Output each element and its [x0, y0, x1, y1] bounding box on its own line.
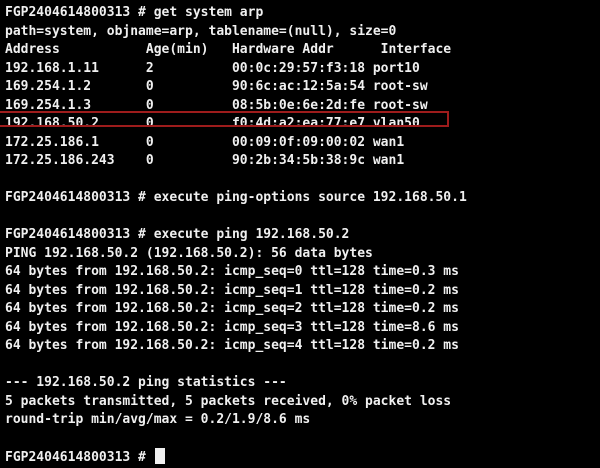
terminal-line-text: 192.168.1.11 2 00:0c:29:57:f3:18 port10 [5, 60, 420, 76]
terminal-line-text: 64 bytes from 192.168.50.2: icmp_seq=1 t… [5, 282, 459, 298]
terminal-line: 169.254.1.2 0 90:6c:ac:12:5a:54 root-sw [5, 78, 600, 97]
terminal-line-text: PING 192.168.50.2 (192.168.50.2): 56 dat… [5, 245, 373, 261]
terminal-line: FGP2404614800313 # get system arp [5, 4, 600, 23]
terminal-line-arp-highlighted: 192.168.50.2 0 f0:4d:a2:ea:77:e7 vlan50 [0, 111, 600, 134]
terminal-line: 64 bytes from 192.168.50.2: icmp_seq=4 t… [5, 337, 600, 356]
terminal-line-text: 5 packets transmitted, 5 packets receive… [5, 393, 452, 409]
terminal-line: FGP2404614800313 # execute ping-options … [5, 189, 600, 208]
terminal-line-text: FGP2404614800313 # get system arp [5, 5, 264, 20]
terminal-line: round-trip min/avg/max = 0.2/1.9/8.6 ms [5, 411, 600, 430]
terminal-line-text: 64 bytes from 192.168.50.2: icmp_seq=0 t… [5, 264, 459, 279]
terminal-line-text: path=system, objname=arp, tablename=(nul… [5, 23, 397, 39]
terminal-line [5, 171, 600, 190]
terminal-line: FGP2404614800313 # [5, 448, 600, 467]
terminal-line: 64 bytes from 192.168.50.2: icmp_seq=1 t… [5, 282, 600, 301]
terminal-line [5, 356, 600, 375]
terminal-line-text: 64 bytes from 192.168.50.2: icmp_seq=3 t… [5, 319, 459, 335]
terminal-line-text: 192.168.50.2 0 f0:4d:a2:ea:77:e7 vlan50 [5, 116, 420, 131]
terminal-line: PING 192.168.50.2 (192.168.50.2): 56 dat… [5, 245, 600, 264]
terminal-line-text: 169.254.1.2 0 90:6c:ac:12:5a:54 root-sw [5, 79, 428, 94]
terminal-line: FGP2404614800313 # execute ping 192.168.… [5, 226, 600, 245]
terminal-line-text: --- 192.168.50.2 ping statistics --- [5, 375, 287, 390]
terminal-line-text: Address Age(min) Hardware Addr Interface [5, 42, 452, 57]
terminal-line-text: 64 bytes from 192.168.50.2: icmp_seq=4 t… [5, 338, 459, 353]
terminal-line: path=system, objname=arp, tablename=(nul… [5, 23, 600, 42]
terminal-line-text: 169.254.1.3 0 08:5b:0e:6e:2d:fe root-sw [5, 97, 428, 113]
terminal-line: 64 bytes from 192.168.50.2: icmp_seq=0 t… [5, 263, 600, 282]
terminal-line: 192.168.1.11 2 00:0c:29:57:f3:18 port10 [5, 60, 600, 79]
terminal-line-text: 64 bytes from 192.168.50.2: icmp_seq=2 t… [5, 301, 459, 316]
terminal-line-text: round-trip min/avg/max = 0.2/1.9/8.6 ms [5, 412, 311, 427]
terminal-line-text: FGP2404614800313 # execute ping 192.168.… [5, 227, 350, 242]
terminal-line: Address Age(min) Hardware Addr Interface [5, 41, 600, 60]
terminal-line-text: FGP2404614800313 # execute ping-options … [5, 190, 467, 205]
terminal-line: 172.25.186.1 0 00:09:0f:09:00:02 wan1 [5, 134, 600, 153]
terminal-line-text: 172.25.186.243 0 90:2b:34:5b:38:9c wan1 [5, 153, 405, 168]
terminal-line-text: 172.25.186.1 0 00:09:0f:09:00:02 wan1 [5, 134, 405, 150]
terminal-line: 5 packets transmitted, 5 packets receive… [5, 393, 600, 412]
terminal-line: 64 bytes from 192.168.50.2: icmp_seq=2 t… [5, 300, 600, 319]
terminal-line: 64 bytes from 192.168.50.2: icmp_seq=3 t… [5, 319, 600, 338]
terminal-line-text: FGP2404614800313 # [5, 450, 154, 465]
block-cursor [154, 448, 165, 464]
terminal-line [5, 430, 600, 449]
terminal-line: 172.25.186.243 0 90:2b:34:5b:38:9c wan1 [5, 152, 600, 171]
terminal-line [5, 208, 600, 227]
terminal-line: 169.254.1.3 0 08:5b:0e:6e:2d:fe root-sw [5, 97, 600, 116]
terminal-line: --- 192.168.50.2 ping statistics --- [5, 374, 600, 393]
